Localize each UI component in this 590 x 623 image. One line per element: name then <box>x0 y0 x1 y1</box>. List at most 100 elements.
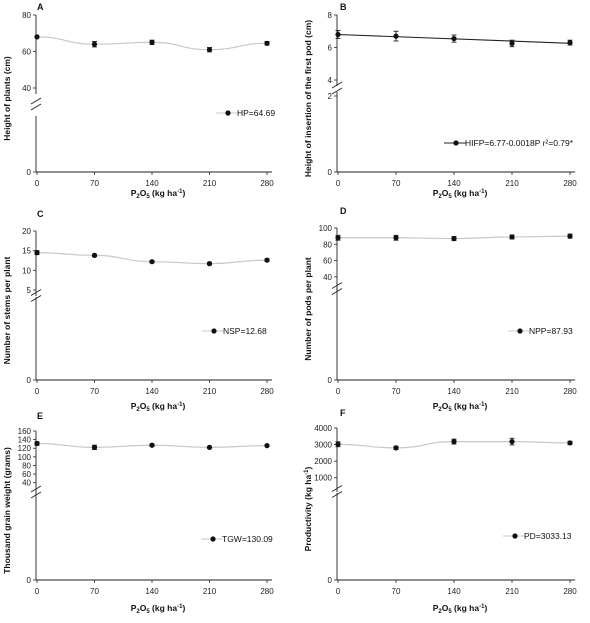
x-tick-label: 140 <box>447 387 461 396</box>
data-point <box>34 34 39 39</box>
y-axis-label: Height of plants (cm) <box>2 56 12 141</box>
data-point <box>335 32 340 37</box>
data-point <box>149 443 154 448</box>
axis-break-mark <box>31 104 41 110</box>
y-tick-label: 60 <box>22 48 31 57</box>
x-axis-label-part: (kg ha <box>452 188 480 198</box>
y-tick-label: 100 <box>18 453 32 462</box>
data-point <box>393 445 398 450</box>
x-tick-label: 70 <box>90 587 99 596</box>
y-axis-label-part: Height of plants (cm) <box>2 56 12 141</box>
x-tick-label: 0 <box>336 179 341 188</box>
x-tick-label: 70 <box>392 179 401 188</box>
y-tick-label: 2 <box>328 92 333 101</box>
data-point <box>451 236 456 241</box>
y-tick-label: 2000 <box>314 457 332 466</box>
data-point <box>149 259 154 264</box>
legend-marker <box>453 140 458 145</box>
x-axis-label-part: ) <box>182 188 185 198</box>
y-tick-label: 4 <box>328 76 333 85</box>
x-axis-label-part: ) <box>484 401 487 411</box>
data-point <box>393 34 398 39</box>
legend-label: NPP=87.93 <box>529 326 573 336</box>
x-axis-label: P2O5 (kg ha-1) <box>131 188 186 200</box>
y-tick-label: 0 <box>27 376 32 385</box>
x-tick-label: 210 <box>505 587 519 596</box>
x-axis-label-part: (kg ha <box>452 401 480 411</box>
y-axis-label: Number of pods per plant <box>303 257 313 361</box>
x-axis-label: P2O5 (kg ha-1) <box>433 603 488 615</box>
x-axis-label-part: (kg ha <box>150 401 178 411</box>
data-point <box>567 40 572 45</box>
data-point <box>264 258 269 263</box>
legend-marker <box>210 536 215 541</box>
y-axis-label: Number of stems per plant <box>2 256 12 364</box>
y-tick-label: 5 <box>27 286 32 295</box>
x-axis-label: P2O5 (kg ha-1) <box>433 188 488 200</box>
data-point <box>567 440 572 445</box>
x-tick-label: 140 <box>145 587 159 596</box>
y-tick-label: 8 <box>328 11 333 20</box>
data-point <box>34 441 39 446</box>
x-tick-label: 210 <box>203 587 217 596</box>
x-axis-label-part: ) <box>182 603 185 613</box>
x-tick-label: 210 <box>505 387 519 396</box>
x-axis-label-part: (kg ha <box>150 188 178 198</box>
y-axis-label-part: Number of stems per plant <box>2 256 12 364</box>
panel-letter: D <box>340 206 347 216</box>
data-point <box>451 36 456 41</box>
chart-panel-c: C510152000 70 140 210 280P2O5 (kg ha-1)Numbe… <box>2 209 274 413</box>
y-tick-label: 60 <box>22 470 31 479</box>
y-axis-label: Productivity (kg ha-1) <box>303 466 313 551</box>
legend-label: NSP=12.68 <box>223 326 267 336</box>
y-tick-label: 10 <box>22 266 31 275</box>
y-tick-label: 6 <box>328 44 333 53</box>
y-tick-label: 140 <box>18 436 32 445</box>
chart-panel-a: A 40 60 80 00 70 140 210 280 P2O5 (kg ha-1) Height… <box>2 2 275 200</box>
y-tick-label: 100 <box>319 224 333 233</box>
legend-marker <box>211 328 216 333</box>
x-tick-label: 0 <box>35 387 40 396</box>
y-tick-label: 0 <box>27 576 32 585</box>
y-tick-label: 4000 <box>314 424 332 433</box>
y-tick-label: 1000 <box>314 474 332 483</box>
y-tick-label: 80 <box>323 240 332 249</box>
x-axis-label-part: ) <box>182 401 185 411</box>
x-axis-label-part: (kg ha <box>150 603 178 613</box>
y-axis-label-part: Thousand grain weight (grams) <box>2 447 12 574</box>
x-axis-label: P2O5 (kg ha-1) <box>433 401 488 413</box>
data-point <box>149 40 154 45</box>
data-point <box>264 443 269 448</box>
y-tick-label: 80 <box>22 11 31 20</box>
chart-panel-d: D40608010000 70 140 210 280P2O5 (kg ha-1)Num… <box>303 206 577 413</box>
x-tick-label: 280 <box>563 179 577 188</box>
data-point <box>207 261 212 266</box>
y-axis-label: Thousand grain weight (grams) <box>2 447 12 574</box>
x-axis-label: P2O5 (kg ha-1) <box>131 603 186 615</box>
x-tick-label: 280 <box>260 387 274 396</box>
data-point <box>567 234 572 239</box>
y-tick-label: 160 <box>18 427 32 436</box>
data-point <box>335 442 340 447</box>
data-point <box>509 234 514 239</box>
panel-letter: A <box>37 2 44 12</box>
panel-letter: C <box>37 209 44 219</box>
x-tick-label: 0 <box>35 179 40 188</box>
y-axis-label-part: Productivity (kg ha <box>303 475 313 552</box>
y-tick-label: 0 <box>328 168 333 177</box>
x-tick-label: 140 <box>447 587 461 596</box>
y-tick-label: 40 <box>323 273 332 282</box>
x-tick-label: 280 <box>563 587 577 596</box>
data-point <box>509 41 514 46</box>
x-tick-label: 210 <box>505 179 519 188</box>
data-point <box>393 235 398 240</box>
x-tick-label: 0 <box>336 387 341 396</box>
x-tick-label: 280 <box>260 179 274 188</box>
x-tick-label: 140 <box>447 179 461 188</box>
y-tick-label: 120 <box>18 444 32 453</box>
x-tick-label: 280 <box>260 587 274 596</box>
y-axis-label-part: Number of pods per plant <box>303 257 313 361</box>
panel-letter: E <box>37 411 43 421</box>
